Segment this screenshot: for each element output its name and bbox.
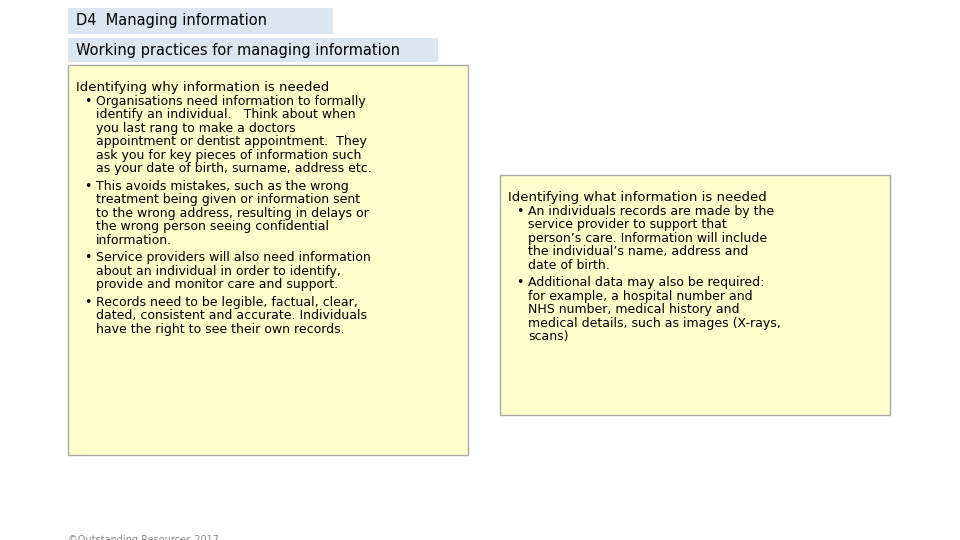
Text: ©Outstanding Resources 2017: ©Outstanding Resources 2017 xyxy=(68,535,219,540)
FancyBboxPatch shape xyxy=(68,38,438,62)
Text: person’s care. Information will include: person’s care. Information will include xyxy=(528,232,767,245)
Text: Additional data may also be required:: Additional data may also be required: xyxy=(528,276,764,289)
Text: An individuals records are made by the: An individuals records are made by the xyxy=(528,205,774,218)
Text: appointment or dentist appointment.  They: appointment or dentist appointment. They xyxy=(96,135,367,148)
Text: •: • xyxy=(84,295,91,308)
Text: Identifying why information is needed: Identifying why information is needed xyxy=(76,80,329,93)
Text: ask you for key pieces of information such: ask you for key pieces of information su… xyxy=(96,148,361,161)
Text: •: • xyxy=(516,276,523,289)
Text: identify an individual.   Think about when: identify an individual. Think about when xyxy=(96,108,355,121)
Text: as your date of birth, surname, address etc.: as your date of birth, surname, address … xyxy=(96,162,372,175)
Text: you last rang to make a doctors: you last rang to make a doctors xyxy=(96,122,296,134)
Text: Records need to be legible, factual, clear,: Records need to be legible, factual, cle… xyxy=(96,295,358,308)
FancyBboxPatch shape xyxy=(68,8,333,34)
Text: the wrong person seeing confidential: the wrong person seeing confidential xyxy=(96,220,329,233)
Text: to the wrong address, resulting in delays or: to the wrong address, resulting in delay… xyxy=(96,206,369,220)
Text: Service providers will also need information: Service providers will also need informa… xyxy=(96,251,371,264)
Text: for example, a hospital number and: for example, a hospital number and xyxy=(528,289,753,302)
Text: treatment being given or information sent: treatment being given or information sen… xyxy=(96,193,360,206)
Text: dated, consistent and accurate. Individuals: dated, consistent and accurate. Individu… xyxy=(96,309,367,322)
Text: •: • xyxy=(84,251,91,264)
Text: D4  Managing information: D4 Managing information xyxy=(76,14,267,29)
Text: the individual’s name, address and: the individual’s name, address and xyxy=(528,245,749,258)
Text: •: • xyxy=(516,205,523,218)
Text: NHS number, medical history and: NHS number, medical history and xyxy=(528,303,739,316)
Text: •: • xyxy=(84,179,91,193)
Text: Working practices for managing information: Working practices for managing informati… xyxy=(76,43,400,57)
Text: scans): scans) xyxy=(528,330,568,343)
Text: Identifying what information is needed: Identifying what information is needed xyxy=(508,191,767,204)
Text: This avoids mistakes, such as the wrong: This avoids mistakes, such as the wrong xyxy=(96,179,348,193)
FancyBboxPatch shape xyxy=(500,175,890,415)
Text: information.: information. xyxy=(96,233,172,247)
FancyBboxPatch shape xyxy=(68,65,468,455)
Text: provide and monitor care and support.: provide and monitor care and support. xyxy=(96,278,338,291)
Text: medical details, such as images (X-rays,: medical details, such as images (X-rays, xyxy=(528,316,780,329)
Text: have the right to see their own records.: have the right to see their own records. xyxy=(96,322,345,335)
Text: service provider to support that: service provider to support that xyxy=(528,218,727,231)
Text: about an individual in order to identify,: about an individual in order to identify… xyxy=(96,265,341,278)
Text: date of birth.: date of birth. xyxy=(528,259,610,272)
Text: •: • xyxy=(84,94,91,107)
Text: Organisations need information to formally: Organisations need information to formal… xyxy=(96,94,366,107)
